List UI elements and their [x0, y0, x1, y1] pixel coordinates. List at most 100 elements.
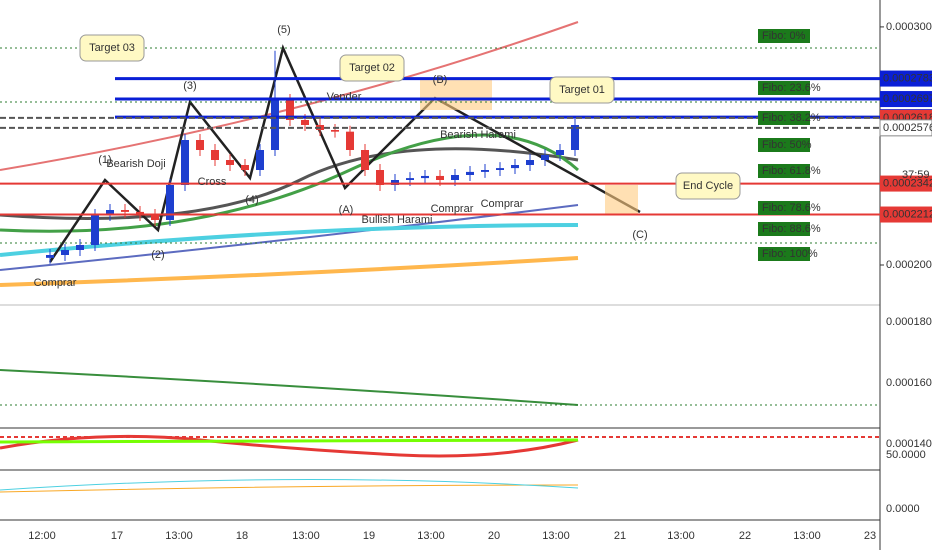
candle-body: [496, 168, 504, 170]
x-tick-label: 18: [236, 530, 248, 542]
ma-green: [0, 133, 580, 233]
candle-body: [376, 170, 384, 185]
candle-body: [91, 215, 99, 245]
candle-body: [556, 150, 564, 155]
pattern-label: Bullish Harami: [362, 214, 433, 226]
candle-body: [391, 180, 399, 185]
price-tag: [880, 91, 932, 108]
fibo-tag: [758, 201, 810, 215]
pattern-label: Bearish Doji: [106, 158, 165, 170]
candle-body: [196, 140, 204, 150]
pattern-label: Cross: [198, 176, 227, 188]
callout-box: [339, 54, 405, 82]
macd-line: [0, 484, 579, 493]
callout-label: Target 03: [89, 42, 135, 54]
y-tick-label: 0.0002000: [886, 259, 932, 271]
x-tick-label: 13:00: [793, 530, 821, 542]
x-tick-label: 13:00: [292, 530, 320, 542]
fibo-tag: [758, 222, 810, 236]
pattern-label: Comprar: [431, 203, 474, 215]
x-tick-label: 22: [739, 530, 751, 542]
price-tag: [880, 70, 932, 87]
x-tick-label: 13:00: [542, 530, 570, 542]
x-tick-label: 17: [111, 530, 123, 542]
pattern-label: Comprar: [34, 277, 77, 289]
candle-body: [136, 211, 144, 215]
candle-body: [511, 165, 519, 169]
price-tag-label: 0.0002576: [883, 122, 932, 134]
fibo-label: Fibo: 78.6%: [762, 202, 821, 214]
wave-label: (B): [433, 74, 448, 86]
candle-body: [451, 175, 459, 180]
rsi-signal: [0, 438, 579, 444]
candle-body: [571, 125, 579, 150]
wave-label: (2): [151, 249, 164, 261]
zone: [605, 185, 638, 215]
price-tag-label: 0.0002212: [883, 208, 932, 220]
callout-box: [79, 34, 145, 62]
countdown: 37:59: [902, 169, 930, 181]
pane-axis-label: 50.0000: [886, 449, 926, 461]
x-tick-label: 20: [488, 530, 500, 542]
callout-label: Target 02: [349, 62, 395, 74]
fibo-label: Fibo: 50%: [762, 139, 812, 151]
wave-label: (1): [98, 154, 111, 166]
rsi-line: [0, 434, 579, 458]
fibo-tag: [758, 247, 810, 261]
candle-body: [526, 160, 534, 165]
ma-orange: [0, 256, 579, 287]
fibo-tag: [758, 164, 810, 178]
upper-band: [0, 21, 579, 171]
candle-body: [481, 170, 489, 172]
fibo-label: Fibo: 100%: [762, 248, 818, 260]
candle-body: [181, 140, 189, 185]
candle-body: [436, 175, 444, 180]
fibo-label: Fibo: 38.2%: [762, 112, 821, 124]
pane-axis-label: 0.0000: [886, 503, 920, 515]
candle-body: [166, 185, 174, 220]
candle-body: [121, 210, 129, 212]
ma-dark: [0, 147, 579, 220]
candle-body: [211, 150, 219, 160]
callout-box: [675, 172, 741, 200]
candle-body: [331, 130, 339, 132]
candle-body: [106, 210, 114, 215]
candle-body: [241, 165, 249, 170]
candle-body: [466, 171, 474, 175]
fibo-tag: [758, 29, 810, 43]
price-tag-label: 0.0002697: [883, 93, 932, 105]
callout-box: [549, 76, 615, 104]
x-tick-label: 23: [864, 530, 876, 542]
callout-label: Target 01: [559, 84, 605, 96]
x-tick-label: 13:00: [417, 530, 445, 542]
fibo-label: Fibo: 88.6%: [762, 223, 821, 235]
candle-body: [61, 250, 69, 255]
price-tag: [879, 119, 932, 137]
candle-body: [361, 150, 369, 170]
candle-body: [406, 178, 414, 180]
fibo-tag: [758, 111, 810, 125]
wave-label: (A): [339, 204, 354, 216]
fibo-tag: [758, 138, 810, 152]
x-tick-label: 12:00: [28, 530, 56, 542]
price-tag-label: 0.0002342: [883, 177, 932, 189]
candle-body: [46, 255, 54, 258]
wave-label: (3): [183, 80, 196, 92]
price-tag-label: 0.0002783: [883, 72, 932, 84]
candle-body: [286, 100, 294, 120]
pattern-label: Bearish Harami: [440, 129, 516, 141]
pattern-label: Vender: [327, 91, 362, 103]
x-tick-label: 13:00: [165, 530, 193, 542]
callout-label: End Cycle: [683, 180, 733, 192]
candle-body: [256, 150, 264, 170]
price-tag: [880, 206, 932, 223]
candle-body: [226, 160, 234, 165]
volume-ma: [0, 369, 579, 406]
candle-body: [151, 215, 159, 220]
pane-axis-label: 0.0001400: [886, 438, 932, 450]
fibo-tag: [758, 81, 810, 95]
zone: [420, 80, 492, 110]
macd-signal: [0, 478, 579, 491]
